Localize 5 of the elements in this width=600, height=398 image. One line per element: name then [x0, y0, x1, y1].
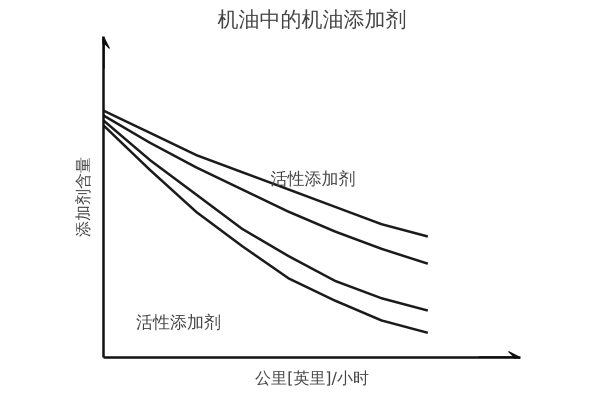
chart-title: 机油中的机油添加剂 [218, 8, 406, 32]
x-axis-title: 公里[英里]/小时 [255, 368, 369, 388]
y-axis-title: 添加剂含量 [74, 157, 92, 237]
annotation: 活性添加剂 [136, 312, 221, 333]
annotation: 活性添加剂 [270, 170, 356, 190]
